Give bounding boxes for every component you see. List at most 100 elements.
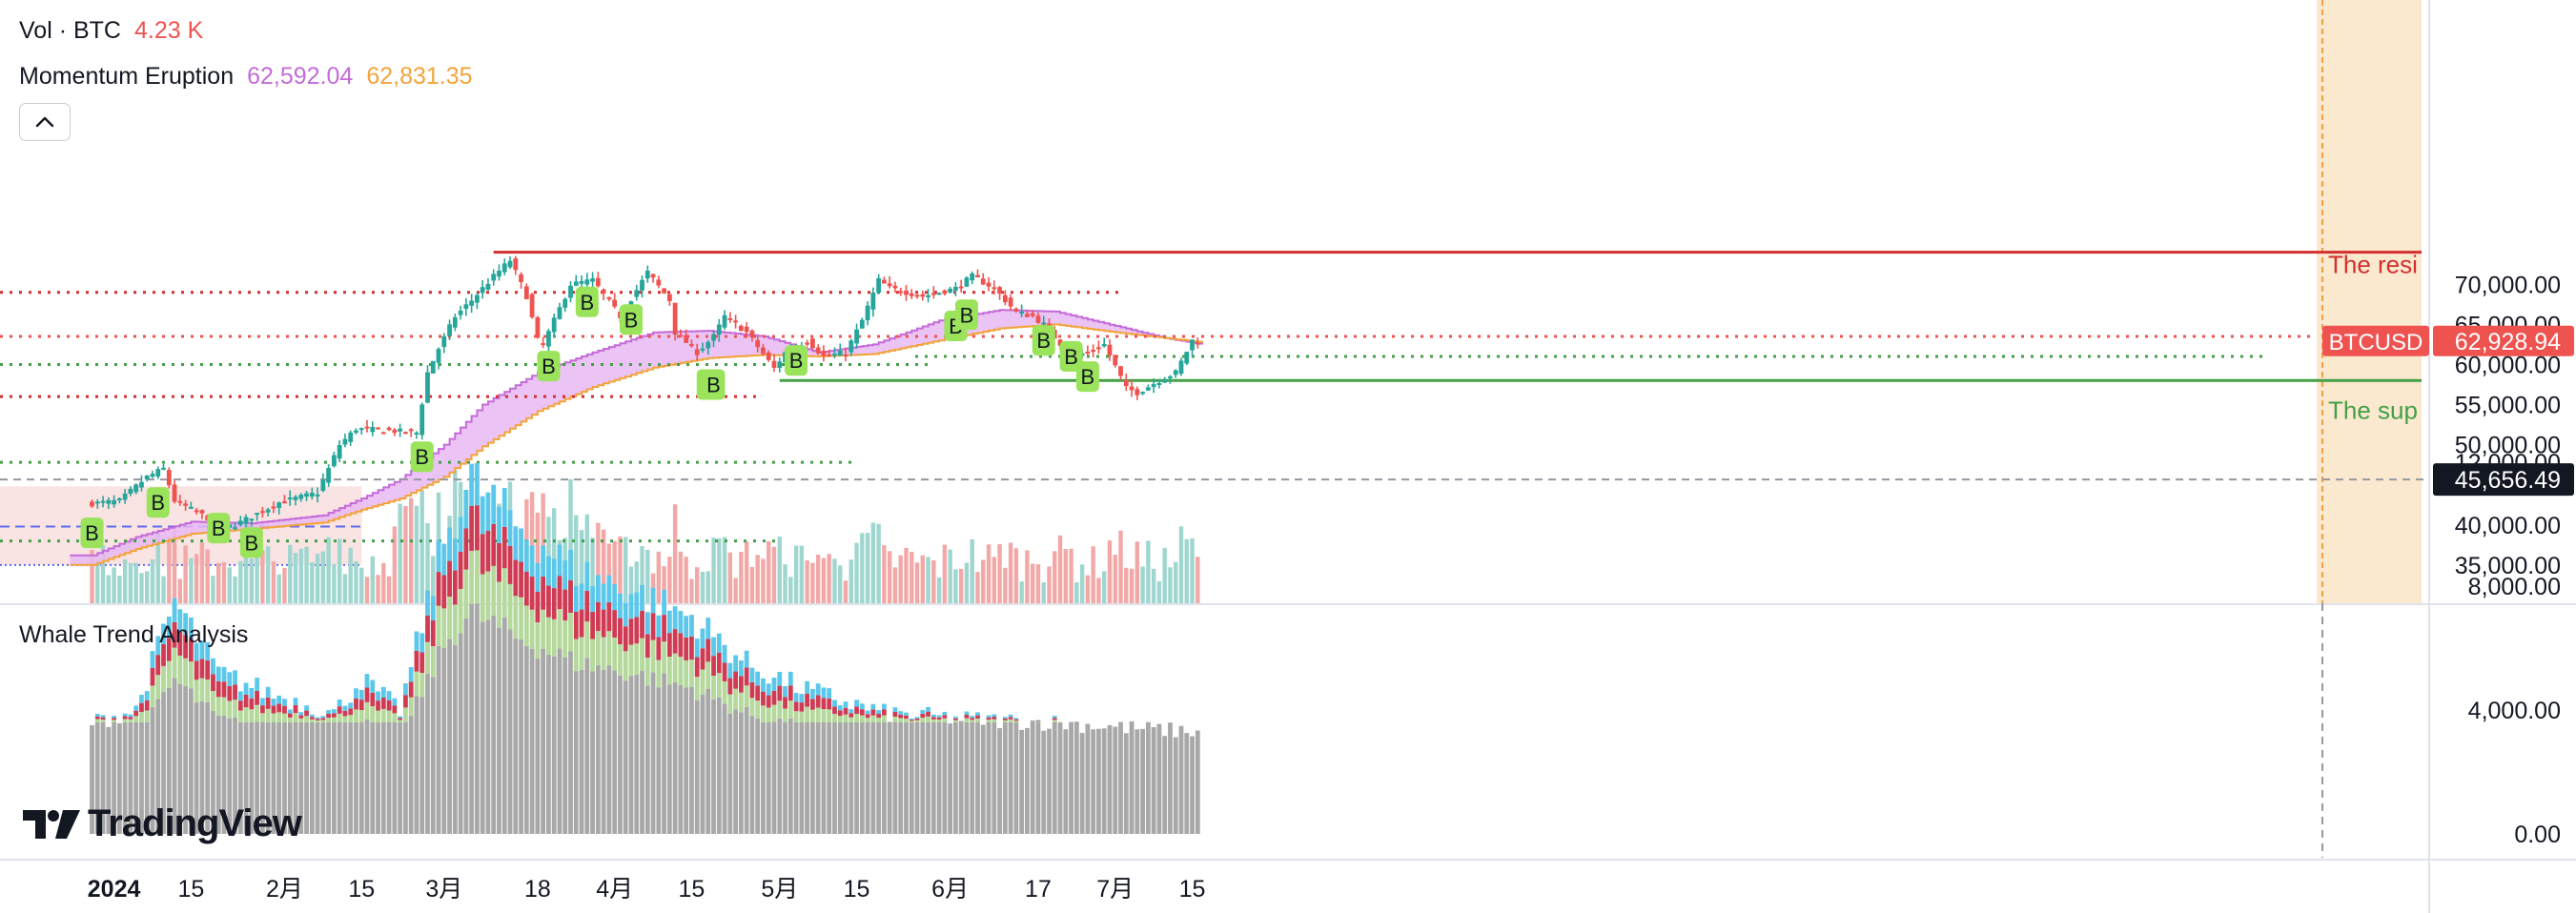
candle-body[interactable]: [233, 527, 237, 530]
candle-body[interactable]: [271, 506, 276, 509]
candle-body[interactable]: [1168, 376, 1173, 379]
candle-body[interactable]: [408, 429, 414, 432]
candle-body[interactable]: [666, 294, 672, 301]
candle-body[interactable]: [1135, 389, 1140, 396]
candle-body[interactable]: [738, 325, 744, 332]
candle-body[interactable]: [744, 326, 749, 333]
candle-body[interactable]: [562, 298, 568, 308]
candle-body[interactable]: [1013, 308, 1019, 312]
candle-body[interactable]: [1173, 370, 1178, 375]
candle-body[interactable]: [116, 497, 122, 500]
candle-body[interactable]: [501, 263, 507, 273]
candle-body[interactable]: [711, 334, 716, 341]
candle-body[interactable]: [662, 288, 666, 294]
candle-body[interactable]: [106, 499, 112, 504]
candle-body[interactable]: [480, 287, 485, 294]
candle-body[interactable]: [684, 335, 689, 343]
candle-body[interactable]: [887, 283, 892, 287]
candle-body[interactable]: [904, 290, 909, 295]
candle-body[interactable]: [298, 495, 304, 499]
candle-body[interactable]: [1101, 343, 1107, 347]
candle-body[interactable]: [541, 343, 546, 346]
candle-body[interactable]: [255, 513, 260, 516]
candle-body[interactable]: [551, 317, 557, 333]
candle-body[interactable]: [414, 432, 419, 435]
candle-body[interactable]: [749, 330, 755, 338]
momentum-line-2[interactable]: [70, 323, 1204, 566]
candle-body[interactable]: [579, 281, 584, 284]
candle-body[interactable]: [1190, 339, 1195, 351]
candle-body[interactable]: [1140, 392, 1145, 395]
candle-body[interactable]: [463, 304, 469, 310]
candle-body[interactable]: [535, 316, 541, 338]
candle-body[interactable]: [1118, 366, 1123, 376]
candle-body[interactable]: [497, 271, 501, 277]
buy-marker[interactable]: B: [410, 441, 434, 473]
candle-body[interactable]: [491, 274, 497, 281]
candle-body[interactable]: [975, 274, 980, 277]
candle-body[interactable]: [1113, 355, 1118, 366]
buy-marker[interactable]: B: [146, 487, 170, 518]
candle-body[interactable]: [177, 500, 183, 503]
candle-body[interactable]: [128, 488, 133, 495]
candle-body[interactable]: [1085, 351, 1091, 354]
collapse-legend-button[interactable]: [19, 103, 71, 141]
candle-body[interactable]: [892, 285, 898, 289]
candle-body[interactable]: [678, 335, 684, 337]
candle-body[interactable]: [447, 324, 452, 336]
candle-body[interactable]: [161, 467, 166, 470]
candle-body[interactable]: [848, 340, 854, 353]
candle-body[interactable]: [930, 293, 936, 295]
candle-body[interactable]: [557, 307, 562, 319]
candle-body[interactable]: [370, 426, 376, 433]
candle-body[interactable]: [1184, 352, 1190, 364]
candle-body[interactable]: [986, 282, 992, 287]
candle-body[interactable]: [914, 294, 920, 297]
candle-body[interactable]: [332, 455, 337, 467]
tradingview-logo[interactable]: TradingView: [21, 802, 302, 845]
candle-body[interactable]: [821, 350, 827, 356]
candle-body[interactable]: [358, 428, 364, 431]
buy-marker[interactable]: B: [80, 517, 104, 549]
candle-body[interactable]: [523, 286, 529, 299]
candle-body[interactable]: [458, 310, 463, 315]
candle-body[interactable]: [348, 432, 354, 442]
candle-body[interactable]: [1145, 387, 1151, 391]
buy-marker[interactable]: B: [954, 299, 978, 331]
candle-body[interactable]: [1025, 314, 1030, 317]
candle-body[interactable]: [865, 305, 870, 321]
candle-body[interactable]: [573, 281, 579, 286]
candle-body[interactable]: [859, 319, 865, 329]
candle-body[interactable]: [529, 294, 535, 317]
candle-body[interactable]: [716, 324, 722, 335]
candle-body[interactable]: [265, 509, 271, 513]
candle-body[interactable]: [304, 493, 309, 497]
candle-body[interactable]: [436, 349, 441, 363]
candle-body[interactable]: [970, 273, 975, 281]
candle-body[interactable]: [287, 497, 293, 499]
candle-body[interactable]: [320, 479, 326, 491]
candle-body[interactable]: [771, 360, 777, 368]
candle-body[interactable]: [1096, 347, 1101, 350]
candle-body[interactable]: [259, 511, 265, 514]
candle-body[interactable]: [936, 293, 942, 295]
candle-body[interactable]: [958, 286, 964, 289]
candle-body[interactable]: [485, 283, 491, 291]
candle-body[interactable]: [656, 279, 662, 286]
candle-body[interactable]: [672, 302, 678, 335]
candle-body[interactable]: [590, 278, 595, 282]
candle-body[interactable]: [1019, 312, 1025, 314]
candle-body[interactable]: [640, 279, 644, 291]
candle-body[interactable]: [144, 475, 150, 480]
candle-body[interactable]: [805, 342, 810, 345]
candle-body[interactable]: [425, 372, 430, 403]
candle-body[interactable]: [188, 506, 194, 509]
candle-body[interactable]: [183, 503, 189, 506]
candle-body[interactable]: [249, 518, 255, 521]
buy-marker[interactable]: B: [537, 351, 561, 382]
candle-body[interactable]: [469, 300, 475, 306]
candle-body[interactable]: [909, 293, 914, 296]
candle-body[interactable]: [612, 299, 618, 307]
candle-body[interactable]: [926, 294, 930, 297]
